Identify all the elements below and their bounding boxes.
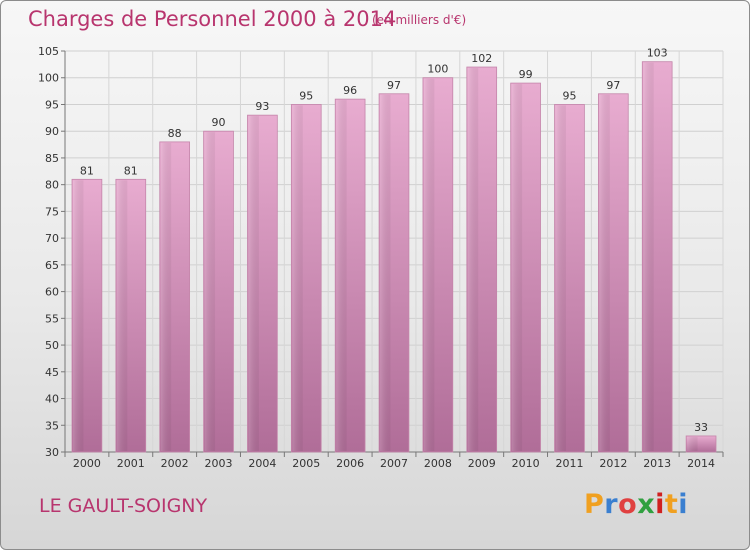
logo-letter: r xyxy=(604,489,619,520)
data-label: 88 xyxy=(168,127,182,140)
x-tick-label: 2012 xyxy=(599,457,627,470)
bar-highlight xyxy=(73,180,84,451)
chart-subtitle: (en milliers d'€) xyxy=(372,13,467,27)
x-tick-label: 2003 xyxy=(205,457,233,470)
logo-letter: i xyxy=(678,489,689,520)
y-tick-label: 95 xyxy=(45,98,59,111)
y-tick-label: 50 xyxy=(45,339,59,352)
data-label: 33 xyxy=(694,421,708,434)
y-tick-label: 40 xyxy=(45,393,59,406)
data-label: 96 xyxy=(343,84,357,97)
bar-layer xyxy=(71,61,717,453)
y-tick-label: 60 xyxy=(45,286,59,299)
x-tick-label: 2009 xyxy=(468,457,496,470)
bar-highlight xyxy=(204,132,216,451)
data-label: 95 xyxy=(299,89,313,102)
logo-letter: P xyxy=(584,489,605,520)
logo-letter: x xyxy=(637,489,656,520)
bar-highlight xyxy=(599,94,610,452)
y-tick-label: 65 xyxy=(45,259,59,272)
data-label: 93 xyxy=(255,100,269,113)
data-label: 97 xyxy=(606,79,620,92)
x-tick-label: 2013 xyxy=(643,457,671,470)
axis-layer: 30 35 40 45 50 55 60 65 70 75 80 85 90 95 100 105 2000 20… xyxy=(38,45,724,470)
data-label: 95 xyxy=(562,89,576,102)
bar-highlight xyxy=(511,84,523,451)
x-tick-label: 2011 xyxy=(555,457,583,470)
chart-title: Charges de Personnel 2000 à 2014 xyxy=(28,7,397,31)
data-label: 90 xyxy=(212,116,226,129)
x-tick-label: 2005 xyxy=(292,457,320,470)
data-label: 81 xyxy=(80,164,94,177)
y-tick-label: 90 xyxy=(45,125,59,138)
bar-highlight xyxy=(248,116,259,451)
y-tick-label: 75 xyxy=(45,205,59,218)
data-label-layer: 81 81 88 90 93 95 96 97 100 102 99 95 97 103 33 xyxy=(80,47,708,434)
x-tick-label: 2010 xyxy=(512,457,540,470)
bar-highlight xyxy=(555,105,566,451)
proxiti-logo[interactable]: Proxiti xyxy=(584,489,688,520)
y-tick-label: 30 xyxy=(45,446,59,459)
x-tick-label: 2006 xyxy=(336,457,364,470)
logo-letter: t xyxy=(664,489,679,520)
x-tick-label: 2000 xyxy=(73,457,101,470)
x-tick-label: 2001 xyxy=(117,457,145,470)
data-label: 99 xyxy=(519,68,533,81)
y-tick-label: 35 xyxy=(45,419,59,432)
bar-highlight xyxy=(467,68,479,451)
data-label: 103 xyxy=(647,47,668,60)
x-tick-label: 2002 xyxy=(161,457,189,470)
logo-letter: o xyxy=(618,489,638,520)
x-tick-label: 2004 xyxy=(248,457,276,470)
bar-highlight xyxy=(336,100,347,452)
bar-highlight xyxy=(160,142,172,452)
place-name: LE GAULT-SOIGNY xyxy=(39,495,208,517)
y-tick-label: 105 xyxy=(38,45,59,58)
bar-highlight xyxy=(643,62,654,452)
data-label: 81 xyxy=(124,164,138,177)
x-tick-label: 2014 xyxy=(687,457,715,470)
y-tick-label: 100 xyxy=(38,72,59,85)
y-tick-label: 80 xyxy=(45,179,59,192)
logo-letter: i xyxy=(655,489,665,520)
data-label: 100 xyxy=(427,63,448,76)
x-tick-label: 2008 xyxy=(424,457,452,470)
bar-highlight xyxy=(687,436,698,451)
bar-highlight xyxy=(116,180,128,451)
bar-highlight xyxy=(380,94,391,452)
data-label: 97 xyxy=(387,79,401,92)
bar-highlight xyxy=(292,105,303,451)
data-label: 102 xyxy=(471,52,492,65)
y-tick-label: 45 xyxy=(45,366,59,379)
y-tick-label: 70 xyxy=(45,232,59,245)
x-tick-label: 2007 xyxy=(380,457,408,470)
y-tick-label: 85 xyxy=(45,152,59,165)
y-tick-label: 55 xyxy=(45,312,59,325)
bar-highlight xyxy=(423,78,435,451)
